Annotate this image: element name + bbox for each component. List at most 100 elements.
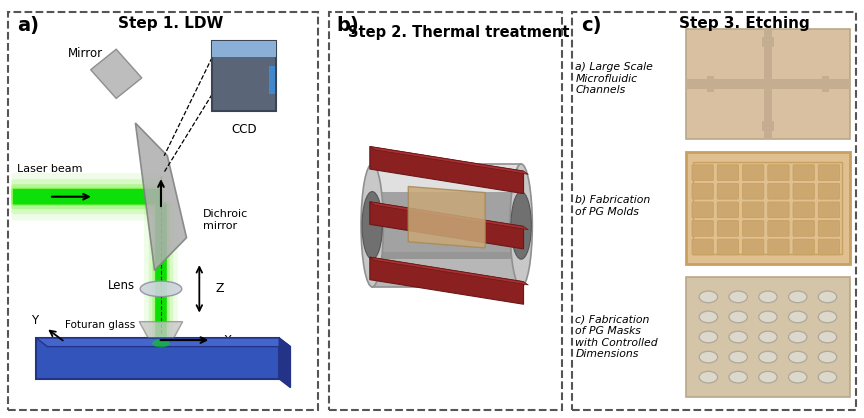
Polygon shape [370, 147, 524, 194]
Ellipse shape [699, 311, 718, 323]
Bar [707, 76, 715, 92]
Ellipse shape [759, 291, 778, 303]
Polygon shape [370, 147, 529, 174]
FancyBboxPatch shape [793, 221, 815, 236]
Bar [762, 121, 773, 131]
FancyBboxPatch shape [768, 221, 789, 236]
Bar [764, 29, 772, 139]
FancyBboxPatch shape [742, 221, 764, 236]
Text: a) Large Scale
Microfluidic
Channels: a) Large Scale Microfluidic Channels [575, 62, 653, 95]
Ellipse shape [729, 331, 747, 343]
FancyBboxPatch shape [717, 184, 739, 199]
Ellipse shape [818, 291, 836, 303]
Ellipse shape [789, 351, 807, 363]
FancyBboxPatch shape [768, 239, 789, 255]
FancyBboxPatch shape [793, 202, 815, 218]
Text: Step 2. Thermal treatment: Step 2. Thermal treatment [348, 25, 569, 40]
Ellipse shape [729, 311, 747, 323]
FancyBboxPatch shape [818, 202, 840, 218]
Ellipse shape [789, 371, 807, 383]
Ellipse shape [789, 291, 807, 303]
FancyBboxPatch shape [692, 165, 714, 181]
FancyBboxPatch shape [212, 41, 276, 111]
Polygon shape [36, 338, 290, 347]
FancyBboxPatch shape [717, 221, 739, 236]
Ellipse shape [789, 311, 807, 323]
Polygon shape [139, 322, 182, 345]
Text: b): b) [336, 16, 359, 36]
FancyBboxPatch shape [717, 202, 739, 218]
Ellipse shape [699, 371, 718, 383]
FancyBboxPatch shape [11, 188, 163, 206]
FancyBboxPatch shape [692, 239, 714, 255]
FancyBboxPatch shape [692, 202, 714, 218]
Text: Lens: Lens [108, 279, 136, 292]
Text: X: X [224, 334, 232, 347]
Ellipse shape [759, 311, 778, 323]
FancyBboxPatch shape [156, 204, 167, 343]
FancyBboxPatch shape [11, 173, 163, 220]
Text: b) Fabrication
of PG Molds: b) Fabrication of PG Molds [575, 195, 651, 217]
Text: Y: Y [31, 314, 38, 327]
Text: Dichroic
mirror: Dichroic mirror [202, 209, 248, 231]
FancyBboxPatch shape [818, 239, 840, 255]
FancyBboxPatch shape [13, 189, 162, 204]
Bar [694, 162, 842, 254]
FancyBboxPatch shape [692, 221, 714, 236]
Text: Laser beam: Laser beam [17, 164, 83, 174]
Bar [375, 191, 518, 259]
Ellipse shape [759, 351, 778, 363]
Ellipse shape [818, 331, 836, 343]
FancyBboxPatch shape [155, 201, 167, 345]
Ellipse shape [361, 164, 384, 287]
FancyBboxPatch shape [144, 201, 178, 345]
Text: Mirror: Mirror [68, 47, 104, 60]
Bar [762, 37, 773, 47]
Ellipse shape [511, 191, 531, 259]
Polygon shape [370, 202, 529, 229]
Polygon shape [409, 186, 485, 248]
Ellipse shape [699, 291, 718, 303]
FancyBboxPatch shape [692, 184, 714, 199]
Ellipse shape [140, 281, 181, 297]
FancyBboxPatch shape [768, 202, 789, 218]
Ellipse shape [759, 331, 778, 343]
Bar [686, 152, 849, 264]
Polygon shape [279, 338, 290, 387]
FancyBboxPatch shape [212, 41, 276, 57]
Text: a): a) [17, 16, 39, 36]
FancyBboxPatch shape [818, 184, 840, 199]
Ellipse shape [699, 351, 718, 363]
FancyBboxPatch shape [793, 239, 815, 255]
Polygon shape [370, 257, 529, 285]
Text: CCD: CCD [232, 123, 257, 136]
Polygon shape [91, 49, 142, 98]
Ellipse shape [729, 351, 747, 363]
Text: c) Fabrication
of PG Masks
with Controlled
Dimensions: c) Fabrication of PG Masks with Controll… [575, 315, 658, 359]
Text: Step 1. LDW: Step 1. LDW [118, 16, 223, 31]
FancyBboxPatch shape [793, 165, 815, 181]
Bar [686, 277, 849, 398]
Bar [822, 76, 829, 92]
FancyBboxPatch shape [372, 164, 521, 287]
FancyBboxPatch shape [818, 165, 840, 181]
FancyBboxPatch shape [768, 184, 789, 199]
Ellipse shape [759, 371, 778, 383]
Polygon shape [370, 202, 524, 249]
Text: Stage: Stage [141, 352, 181, 365]
Ellipse shape [362, 191, 383, 259]
FancyBboxPatch shape [742, 202, 764, 218]
FancyBboxPatch shape [742, 184, 764, 199]
Bar [764, 78, 772, 90]
FancyBboxPatch shape [742, 239, 764, 255]
Ellipse shape [510, 164, 532, 287]
Ellipse shape [729, 371, 747, 383]
Bar [686, 79, 849, 89]
FancyBboxPatch shape [818, 221, 840, 236]
Polygon shape [370, 257, 524, 304]
Polygon shape [136, 123, 187, 270]
Bar [372, 252, 521, 287]
FancyBboxPatch shape [793, 184, 815, 199]
Ellipse shape [818, 311, 836, 323]
Ellipse shape [729, 291, 747, 303]
